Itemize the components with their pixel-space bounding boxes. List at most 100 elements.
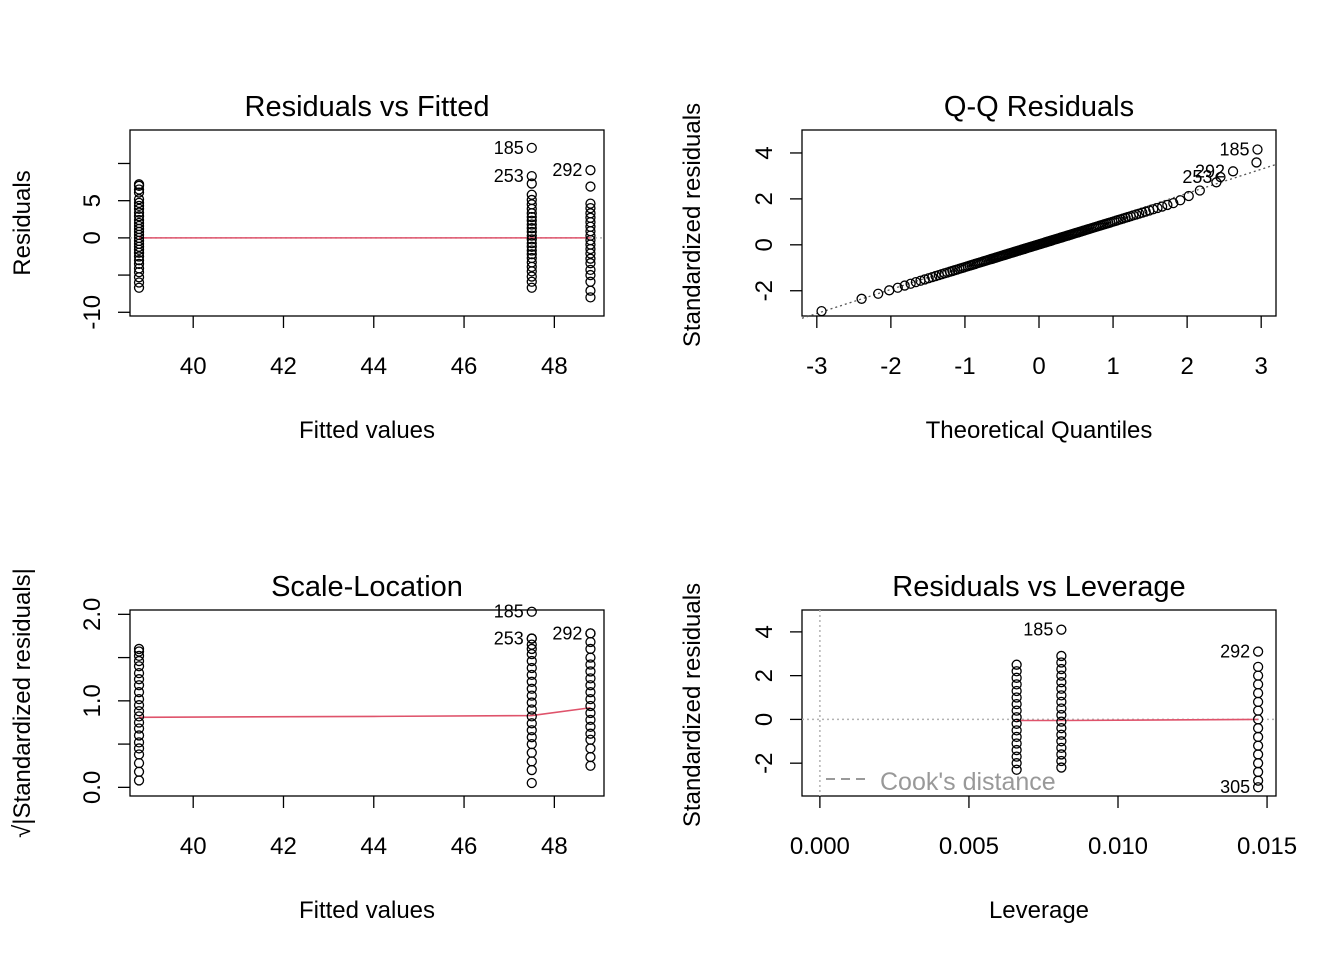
data-point: [905, 278, 916, 289]
data-point: [526, 711, 537, 722]
data-point: [526, 245, 537, 256]
data-point: [526, 170, 537, 182]
data-point: [1056, 716, 1067, 727]
data-point: [133, 643, 145, 655]
data-point: [526, 271, 537, 282]
data-point: [1056, 657, 1067, 668]
x-tick-label: 44: [360, 833, 387, 860]
x-axis-label: Theoretical Quantiles: [926, 417, 1153, 444]
point-label: 253: [1182, 167, 1212, 187]
x-tick-label: 44: [360, 353, 387, 380]
data-point: [526, 676, 537, 687]
data-point: [1056, 677, 1067, 688]
data-point: [526, 639, 537, 650]
x-tick-label: 1: [1106, 353, 1119, 380]
panel-qq-residuals: Q-Q Residuals Theoretical Quantiles Stan…: [679, 91, 1277, 444]
legend-entry: Cook's distance: [880, 768, 1056, 796]
data-point: [133, 258, 145, 270]
point-label: 253: [494, 166, 524, 186]
data-point: [585, 734, 596, 745]
panel-title: Scale-Location: [271, 571, 463, 603]
data-point: [133, 661, 145, 672]
data-point: [133, 197, 145, 209]
data-point: [1252, 766, 1264, 778]
x-tick-label: 0.000: [790, 833, 850, 860]
data-point: [1011, 685, 1022, 697]
data-point: [1252, 723, 1264, 734]
data-point: [133, 255, 145, 266]
data-point: [1011, 672, 1022, 683]
data-point: [1252, 740, 1264, 751]
data-point: [585, 181, 596, 192]
point-label: 305: [1220, 777, 1250, 797]
data-point: [526, 241, 537, 252]
data-point: [526, 249, 537, 260]
data-point: [873, 288, 884, 299]
data-point: [133, 214, 145, 226]
panel-title: Q-Q Residuals: [944, 91, 1134, 123]
data-point: [585, 165, 596, 176]
data-point: [526, 655, 537, 667]
data-point: [1011, 659, 1022, 670]
data-point: [585, 212, 596, 223]
plot-marks: 40 42 44 46 48 0.0 1.0 2.0 185 253 292: [79, 598, 596, 860]
y-tick-label: 0: [79, 231, 106, 244]
y-tick-label: 4: [751, 625, 778, 638]
data-point: [526, 738, 537, 750]
data-point: [133, 251, 145, 262]
point-label: 185: [494, 138, 524, 158]
data-point: [585, 728, 596, 739]
point-label: 253: [494, 629, 524, 649]
panel-title: Residuals vs Leverage: [892, 571, 1185, 603]
y-tick-label: 1.0: [79, 684, 106, 717]
data-point: [1011, 744, 1022, 756]
data-point: [1252, 679, 1264, 690]
data-point: [133, 646, 145, 657]
y-tick-label: -2: [751, 280, 778, 301]
y-tick-label: 4: [751, 146, 778, 159]
qq-reference-line: [801, 163, 1277, 319]
x-tick-label: 0.005: [939, 833, 999, 860]
data-point: [856, 293, 867, 304]
data-point: [133, 717, 145, 728]
data-point: [526, 189, 537, 200]
data-point: [910, 277, 921, 288]
data-point: [585, 643, 596, 655]
data-point: [133, 211, 145, 222]
x-tick-label: 2: [1180, 353, 1193, 380]
data-point: [585, 198, 596, 209]
data-point: [1011, 666, 1022, 677]
y-axis-label: Standardized residuals: [679, 583, 706, 827]
panel-title: Residuals vs Fitted: [245, 91, 490, 123]
data-point: [133, 730, 145, 741]
data-point: [133, 282, 145, 293]
plot-marks: 0.000 0.005 0.010 0.015 -2 0 2 4 185 292 305: [751, 610, 1297, 860]
data-point: [1148, 204, 1159, 215]
data-point: [585, 636, 596, 648]
data-point: [1056, 670, 1067, 681]
data-point: [526, 669, 537, 681]
x-tick-label: 3: [1255, 353, 1268, 380]
data-point: [133, 693, 145, 705]
data-point: [1252, 646, 1264, 657]
x-axis-label: Fitted values: [299, 417, 435, 444]
data-point: [133, 187, 145, 198]
data-point: [133, 766, 145, 777]
data-point: [526, 237, 537, 249]
y-tick-label: 0.0: [79, 771, 106, 804]
data-point: [526, 683, 537, 694]
point-label: 185: [1023, 620, 1053, 640]
data-point: [585, 253, 596, 264]
point-label: 185: [1219, 140, 1249, 160]
plot-frame: [129, 129, 605, 317]
data-point: [1056, 703, 1067, 714]
data-point: [526, 777, 537, 789]
data-point: [133, 775, 145, 786]
data-point: [133, 266, 145, 278]
data-point: [816, 305, 827, 317]
y-axis-label: Standardized residuals: [679, 103, 706, 347]
y-tick-label: 5: [79, 194, 106, 207]
data-point: [526, 219, 537, 230]
x-tick-label: -2: [880, 353, 901, 380]
